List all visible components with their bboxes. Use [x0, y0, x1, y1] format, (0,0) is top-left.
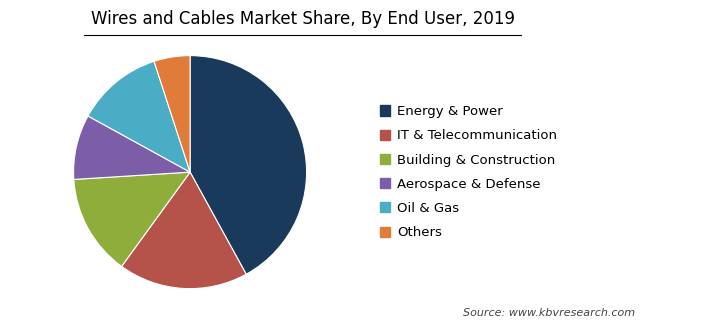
Legend: Energy & Power, IT & Telecommunication, Building & Construction, Aerospace & Def: Energy & Power, IT & Telecommunication, … [379, 105, 557, 239]
Wedge shape [154, 56, 190, 172]
Wedge shape [122, 172, 246, 289]
Text: Source: www.kbvresearch.com: Source: www.kbvresearch.com [463, 308, 635, 318]
Text: Wires and Cables Market Share, By End User, 2019: Wires and Cables Market Share, By End Us… [91, 10, 515, 28]
Wedge shape [190, 56, 306, 274]
Wedge shape [74, 116, 190, 179]
Wedge shape [88, 61, 190, 172]
Wedge shape [74, 172, 190, 266]
